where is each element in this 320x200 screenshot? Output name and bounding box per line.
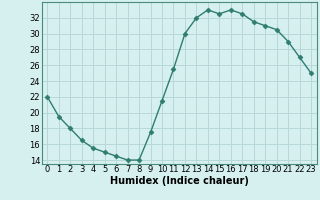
X-axis label: Humidex (Indice chaleur): Humidex (Indice chaleur) (110, 176, 249, 186)
